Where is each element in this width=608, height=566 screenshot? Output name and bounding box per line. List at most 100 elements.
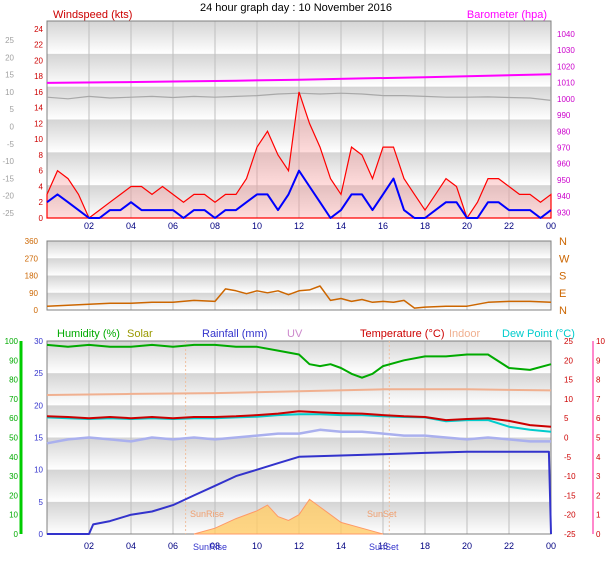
temperature-tick-label: 25 <box>564 337 573 346</box>
temperature-tick-label: 10 <box>564 395 573 404</box>
solar-area <box>193 498 384 535</box>
sunset-label-top: SunSet <box>367 509 397 519</box>
barometer-tick-label: 990 <box>557 111 571 120</box>
humidity-secondary-line <box>46 428 551 445</box>
uv-tick-label: 8 <box>596 376 601 385</box>
wind-gust-line <box>46 91 552 220</box>
rainfall-label: Rainfall (mm) <box>202 328 267 340</box>
climate-x-tick-label: 10 <box>252 541 262 551</box>
barometer-tick-label: 970 <box>557 143 571 152</box>
wind-inner-tick-label: 10 <box>34 135 43 144</box>
uv-tick-label: 3 <box>596 472 601 481</box>
humidity-tick-label: 80 <box>9 376 18 385</box>
temperature-tick-label: -15 <box>564 491 576 500</box>
barometer-tick-label: 1040 <box>557 30 575 39</box>
wind-inner-tick-label: 14 <box>34 104 43 113</box>
wind-x-tick-label: 08 <box>210 221 220 231</box>
wind-x-tick-label: 18 <box>420 221 430 231</box>
direction-tick-label: 270 <box>25 254 39 263</box>
climate-x-tick-label: 12 <box>294 541 304 551</box>
barometer-tick-label: 1010 <box>557 79 575 88</box>
direction-tick-label: 180 <box>25 272 39 281</box>
climate-x-tick-label: 08 <box>210 541 220 551</box>
temperature-tick-label: -5 <box>564 453 572 462</box>
barometer-tick-label: 1020 <box>557 62 575 71</box>
wind-inner-tick-label: 18 <box>34 72 43 81</box>
windspeed-label: Windspeed (kts) <box>53 9 132 21</box>
temperature-tick-label: -20 <box>564 511 576 520</box>
direction-tick-label: 90 <box>29 289 38 298</box>
wind-outer-tick-label: 15 <box>5 71 14 80</box>
barometer-tick-label: 980 <box>557 127 571 136</box>
barometer-line <box>46 73 552 84</box>
barometer-tick-label: 940 <box>557 192 571 201</box>
humidity-tick-label: 90 <box>9 356 18 365</box>
wind-x-tick-label: 00 <box>546 221 556 231</box>
wind-inner-tick-label: 24 <box>34 25 43 34</box>
wind-outer-tick-label: 10 <box>5 88 14 97</box>
uv-label: UV <box>287 328 303 340</box>
wind-outer-tick-label: 20 <box>5 53 14 62</box>
series-layer <box>46 73 552 535</box>
wind-inner-tick-label: 2 <box>39 198 44 207</box>
humidity-tick-label: 30 <box>9 472 18 481</box>
rainfall-tick-label: 0 <box>39 530 44 539</box>
climate-x-tick-label: 02 <box>84 541 94 551</box>
humidity-tick-label: 100 <box>5 337 19 346</box>
barometer-tick-label: 1030 <box>557 46 575 55</box>
wind-outer-tick-label: -20 <box>2 192 14 201</box>
rainfall-tick-label: 10 <box>34 466 43 475</box>
temperature-tick-label: -25 <box>564 530 576 539</box>
compass-label: E <box>559 288 566 300</box>
wind-x-tick-label: 06 <box>168 221 178 231</box>
direction-tick-label: 360 <box>25 237 39 246</box>
dewpoint-label: Dew Point (°C) <box>502 328 575 340</box>
uv-tick-label: 5 <box>596 434 601 443</box>
temperature-tick-label: 0 <box>564 434 569 443</box>
humidity-tick-label: 0 <box>14 530 19 539</box>
sunrise-label-top: SunRise <box>190 509 224 519</box>
barometer-tick-label: 960 <box>557 160 571 169</box>
wind-inner-tick-label: 6 <box>39 167 44 176</box>
barometer-tick-label: 930 <box>557 208 571 217</box>
humidity-tick-label: 20 <box>9 491 18 500</box>
rainfall-line <box>47 450 552 535</box>
wind-inner-tick-label: 0 <box>39 214 44 223</box>
wind-outer-tick-label: -25 <box>2 209 14 218</box>
climate-x-tick-label: 22 <box>504 541 514 551</box>
climate-x-tick-label: 04 <box>126 541 136 551</box>
compass-label: N <box>559 236 567 248</box>
barometer-tick-label: 1000 <box>557 95 575 104</box>
uv-tick-label: 0 <box>596 530 601 539</box>
uv-tick-label: 6 <box>596 414 601 423</box>
wind-outer-tick-label: -5 <box>7 140 15 149</box>
climate-x-tick-label: 00 <box>546 541 556 551</box>
wind-outer-tick-label: 25 <box>5 36 14 45</box>
humidity-tick-label: 70 <box>9 395 18 404</box>
wind-inner-tick-label: 22 <box>34 41 43 50</box>
compass-label: W <box>559 253 570 265</box>
climate-x-tick-label: 14 <box>336 541 346 551</box>
temperature-tick-label: -10 <box>564 472 576 481</box>
wind-x-tick-label: 16 <box>378 221 388 231</box>
background-layer <box>46 20 552 535</box>
wind-x-tick-label: 02 <box>84 221 94 231</box>
uv-tick-label: 10 <box>596 337 605 346</box>
indoor-temperature-line <box>46 388 552 396</box>
humidity-tick-label: 50 <box>9 434 18 443</box>
solar-label: Solar <box>127 328 153 340</box>
compass-label: S <box>559 271 566 283</box>
wind-inner-tick-label: 16 <box>34 88 43 97</box>
sunset-label-bottom: SunSet <box>369 542 399 552</box>
wind-x-tick-label: 14 <box>336 221 346 231</box>
wind-x-tick-label: 12 <box>294 221 304 231</box>
wind-outer-tick-label: -10 <box>2 157 14 166</box>
climate-x-tick-label: 20 <box>462 541 472 551</box>
temperature-label: Temperature (°C) <box>360 328 444 340</box>
wind-average-line <box>46 169 552 219</box>
wind-x-tick-label: 22 <box>504 221 514 231</box>
wind-x-tick-label: 20 <box>462 221 472 231</box>
climate-x-tick-label: 18 <box>420 541 430 551</box>
uv-tick-label: 1 <box>596 511 601 520</box>
